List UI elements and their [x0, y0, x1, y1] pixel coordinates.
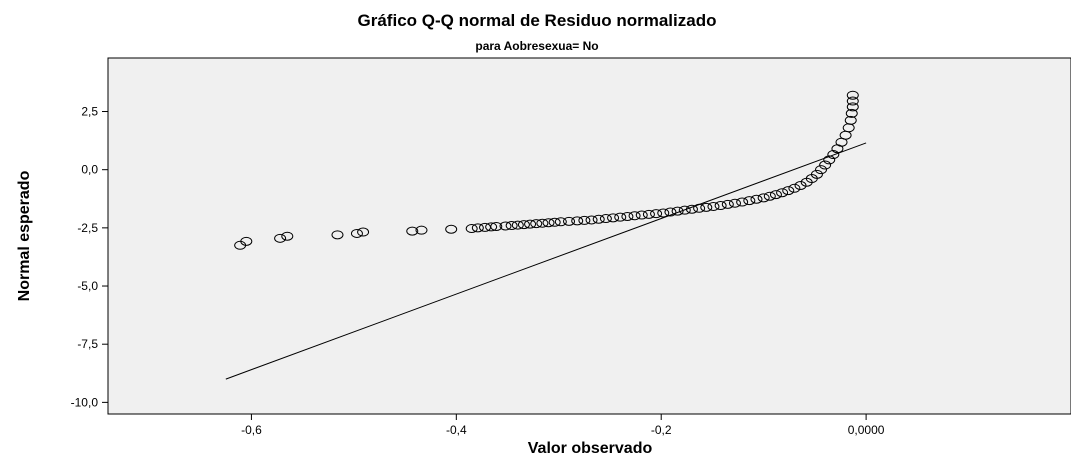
data-point: [415, 225, 428, 235]
data-point: [736, 197, 749, 207]
data-point: [823, 155, 836, 165]
chart-subtitle: para Aobresexua= No: [475, 39, 598, 53]
data-point: [846, 96, 859, 106]
x-tick-label: -0,2: [651, 423, 672, 437]
y-axis-label: Normal esperado: [16, 170, 33, 301]
data-point: [490, 221, 503, 231]
data-point: [728, 198, 741, 208]
data-point: [650, 209, 663, 219]
data-point: [700, 202, 713, 212]
data-point: [485, 222, 498, 232]
data-points: [234, 90, 859, 250]
data-point: [810, 169, 823, 179]
data-point: [642, 209, 655, 219]
data-point: [331, 230, 344, 240]
data-point: [628, 211, 641, 221]
y-axis: 2,5 0,0 -2,5 -5,0 -7,5 -10,0: [71, 105, 108, 409]
data-point: [592, 214, 605, 224]
data-point: [721, 199, 734, 209]
x-tick-label: -0,6: [241, 423, 262, 437]
data-point: [657, 208, 670, 218]
data-point: [763, 191, 776, 201]
data-point: [815, 165, 828, 175]
data-point: [599, 214, 612, 224]
data-point: [445, 224, 458, 234]
y-tick-label: 0,0: [81, 163, 98, 177]
data-point: [678, 205, 691, 215]
data-point: [844, 115, 857, 125]
data-point: [846, 90, 859, 100]
data-point: [465, 224, 478, 234]
data-point: [769, 190, 782, 200]
x-axis: -0,6 -0,4 -0,2 0,0000: [241, 414, 885, 437]
data-point: [240, 236, 253, 246]
y-tick-label: -2,5: [77, 221, 98, 235]
x-axis-label: Valor observado: [528, 440, 653, 455]
data-point: [750, 194, 763, 204]
data-point: [505, 221, 518, 231]
data-point: [607, 213, 620, 223]
x-tick-label: 0,0000: [848, 423, 885, 437]
data-point: [563, 216, 576, 226]
data-point: [714, 201, 727, 211]
data-point: [794, 181, 807, 191]
data-point: [524, 219, 537, 229]
data-point: [548, 217, 561, 227]
data-point: [621, 211, 634, 221]
data-point: [782, 186, 795, 196]
data-point: [471, 223, 484, 233]
reference-line: [225, 142, 867, 380]
data-point: [635, 210, 648, 220]
data-point: [671, 206, 684, 216]
data-point: [542, 218, 555, 228]
data-point: [707, 201, 720, 211]
data-point: [664, 207, 677, 217]
data-point: [614, 212, 627, 222]
data-point: [845, 108, 858, 118]
data-point: [757, 193, 770, 203]
data-point: [350, 228, 363, 238]
data-point: [846, 102, 859, 112]
data-point: [281, 231, 294, 241]
reference-line-group: [225, 142, 867, 380]
x-tick-label: -0,4: [446, 423, 467, 437]
data-point: [571, 216, 584, 226]
y-tick-label: -5,0: [77, 279, 98, 293]
data-point: [536, 218, 549, 228]
data-point: [406, 226, 419, 236]
data-point: [578, 215, 591, 225]
data-point: [499, 221, 512, 231]
data-point: [585, 215, 598, 225]
y-tick-label: 2,5: [81, 105, 98, 119]
data-point: [776, 188, 789, 198]
plot-area: [107, 57, 1071, 415]
data-point: [357, 227, 370, 237]
data-point: [685, 204, 698, 214]
data-point: [511, 220, 524, 230]
data-point: [827, 150, 840, 160]
data-point: [517, 220, 530, 230]
data-point: [554, 217, 567, 227]
data-point: [530, 219, 543, 229]
data-point: [819, 160, 832, 170]
y-tick-label: -7,5: [77, 337, 98, 351]
data-point: [788, 183, 801, 193]
y-tick-label: -10,0: [71, 395, 99, 409]
chart-title: Gráfico Q-Q normal de Residuo normalizad…: [358, 11, 717, 30]
data-point: [693, 203, 706, 213]
data-point: [743, 196, 756, 206]
data-point: [274, 233, 287, 243]
